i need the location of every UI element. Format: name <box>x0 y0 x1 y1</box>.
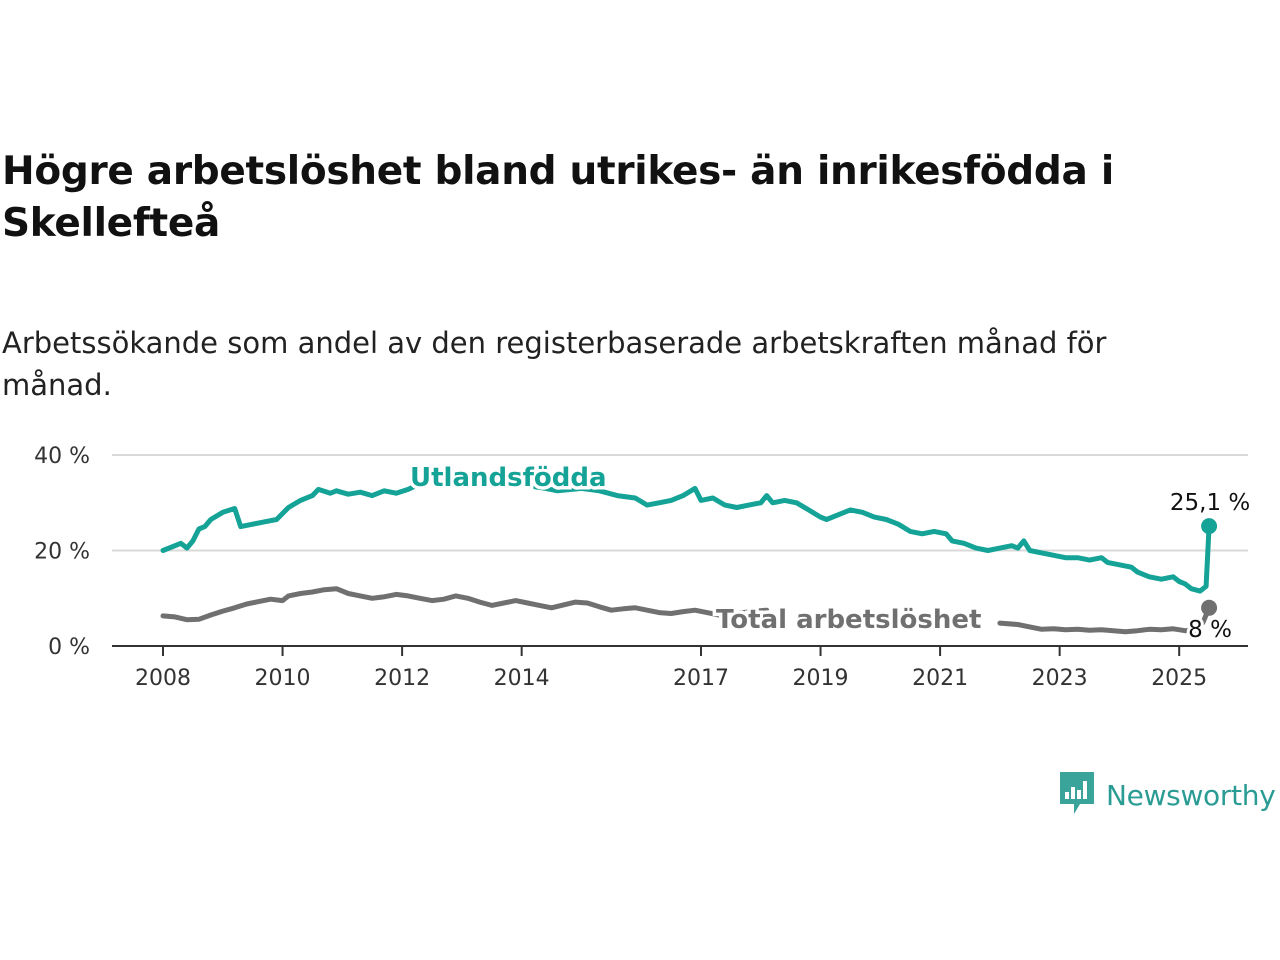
series-label-total: Total arbetslöshet <box>716 605 981 635</box>
series-line-total <box>160 586 770 623</box>
x-tick-label: 2023 <box>1032 666 1088 691</box>
end-value-label: 8 % <box>1188 617 1232 643</box>
x-tick-label: 2021 <box>912 666 968 691</box>
series-line-total <box>997 605 1212 635</box>
y-tick-label: 40 % <box>34 444 90 469</box>
y-tick-label: 0 % <box>48 635 90 660</box>
y-tick-label: 20 % <box>34 540 90 565</box>
x-tick-label: 2025 <box>1151 666 1207 691</box>
series-label-utlandsfodda: Utlandsfödda <box>410 463 607 493</box>
x-tick-label: 2014 <box>494 666 550 691</box>
line-chart: 0 % 20 % 40 % 2008 2010 2012 2014 2017 2019 2021 2… <box>34 444 1253 691</box>
newsworthy-wordmark: Newsworthy <box>1106 778 1276 812</box>
series-line-utlandsfodda <box>160 474 1212 594</box>
chart-title: Högre arbetslöshet bland utrikes- än inr… <box>2 149 1114 246</box>
x-tick-label: 2019 <box>793 666 849 691</box>
end-value-label: 25,1 % <box>1170 490 1250 516</box>
series-end-point <box>1201 599 1218 616</box>
x-tick-label: 2017 <box>673 666 729 691</box>
newsworthy-brand: Newsworthy <box>1058 772 1276 818</box>
series-end-point <box>1201 518 1218 535</box>
x-tick-label: 2008 <box>135 666 191 691</box>
x-tick-label: 2012 <box>374 666 430 691</box>
newsworthy-logo-icon <box>1058 770 1096 820</box>
x-tick-label: 2010 <box>255 666 311 691</box>
chart-subtitle: Arbetssökande som andel av den registerb… <box>2 326 1107 402</box>
